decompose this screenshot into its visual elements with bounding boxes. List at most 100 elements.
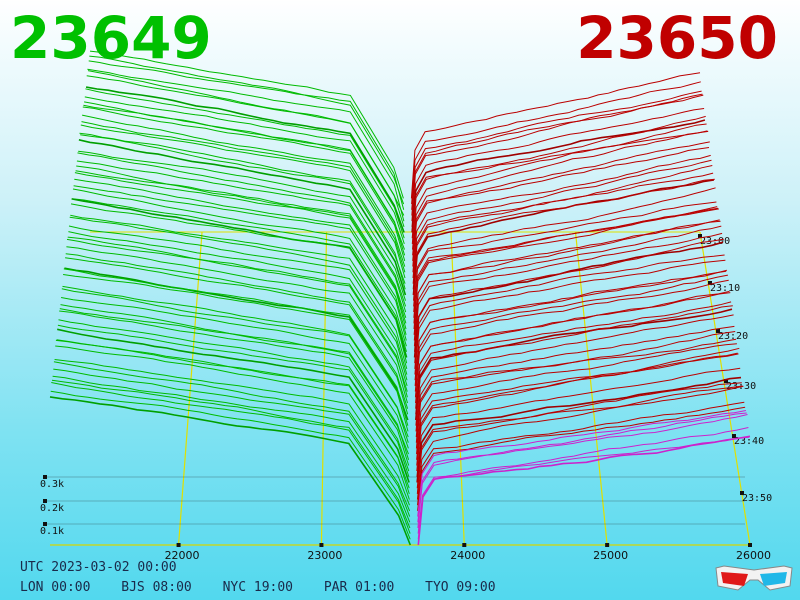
bid-line [89,50,404,199]
depth-tick-label: 0.3k [40,479,64,490]
x-tick-marker [605,543,610,547]
ask-line [417,412,747,523]
bid-line [85,86,405,233]
bid-line [84,101,405,250]
ask-line [414,259,726,375]
ask-line [414,279,729,398]
ask-line [413,207,719,324]
x-tick-label: 23000 [307,549,342,562]
bid-line [52,375,411,523]
bid-line [70,214,408,370]
ask-line [411,108,705,227]
bid-line [66,238,408,398]
time-tick-label: 23:40 [734,436,764,447]
zone-par: PAR 01:00 [323,580,395,595]
ask-line [412,154,711,273]
bid-line [83,104,406,256]
bid-price: 23649 [10,4,212,72]
depth-tick-marker [43,522,47,526]
bid-line [68,231,408,387]
bid-line [72,188,407,347]
bid-line [80,124,406,279]
ask-line [416,343,737,455]
bid-line [88,60,405,210]
time-tick-label: 23:20 [718,331,748,342]
ask-line [410,72,701,199]
bid-line [53,368,411,517]
ask-line [415,325,735,438]
bid-line [82,106,406,262]
ask-line [412,130,708,250]
ask-line [411,123,707,244]
ask-line [415,314,734,432]
x-tick-marker [176,543,181,547]
bid-line [55,339,410,495]
ask-line [413,201,717,313]
bid-line [51,382,411,534]
bid-line [75,170,407,324]
ask-line [412,172,714,290]
x-tick-label: 26000 [736,549,771,562]
bid-line [81,114,406,267]
timezone-bar: LON 00:00 BJS 08:00 NYC 19:00 PAR 01:00 … [20,580,519,595]
bid-line [57,324,410,477]
bid-line [62,285,409,438]
ask-line [411,119,706,233]
time-tick-marker [740,491,744,495]
bid-line [57,328,410,483]
ask-line [412,147,710,261]
bid-line [49,396,412,546]
bid-line [68,225,408,381]
ask-line [413,208,719,330]
zone-bjs: BJS 08:00 [121,580,192,595]
ask-line [415,301,732,415]
ask-line [414,238,724,364]
ask-line [413,187,716,307]
ask-line [417,427,749,534]
bid-line [53,361,411,512]
ask-line [415,305,733,426]
bid-line [58,319,410,472]
bid-line [66,246,408,404]
x-tick-marker [748,543,752,547]
bid-line [61,297,409,449]
ask-line [416,376,742,483]
ask-line [414,269,728,386]
3d-glasses-icon[interactable] [714,562,794,592]
time-tick-marker [732,434,736,438]
bid-line [61,288,409,443]
ask-line [416,347,740,472]
ask-line [417,401,745,506]
bid-line [69,216,408,375]
ask-line [416,385,743,494]
zone-lon: LON 00:00 [20,580,91,595]
x-gridline [450,231,465,546]
bid-line [78,139,407,296]
x-gridline [177,231,203,546]
bid-line [65,253,409,409]
bid-line [63,268,409,426]
ask-line [417,406,746,511]
ask-line [411,81,701,205]
bid-line [76,160,407,313]
time-tick-label: 23:10 [710,283,740,294]
ask-line [414,270,727,381]
x-tick-label: 25000 [593,549,628,562]
ask-line [416,367,741,477]
bid-line [65,257,409,415]
bid-line [59,310,410,466]
bid-line [74,178,407,335]
time-tick-label: 23:50 [742,493,772,504]
bid-line [50,390,411,540]
bid-line [54,359,410,506]
ask-line [413,178,715,301]
time-tick-marker [698,234,702,238]
bid-line [55,345,410,500]
bid-line [76,165,407,318]
ask-line [411,94,704,222]
bid-line [59,308,410,460]
bid-line [63,274,409,432]
ask-line [413,220,721,341]
ask-line [414,274,728,392]
